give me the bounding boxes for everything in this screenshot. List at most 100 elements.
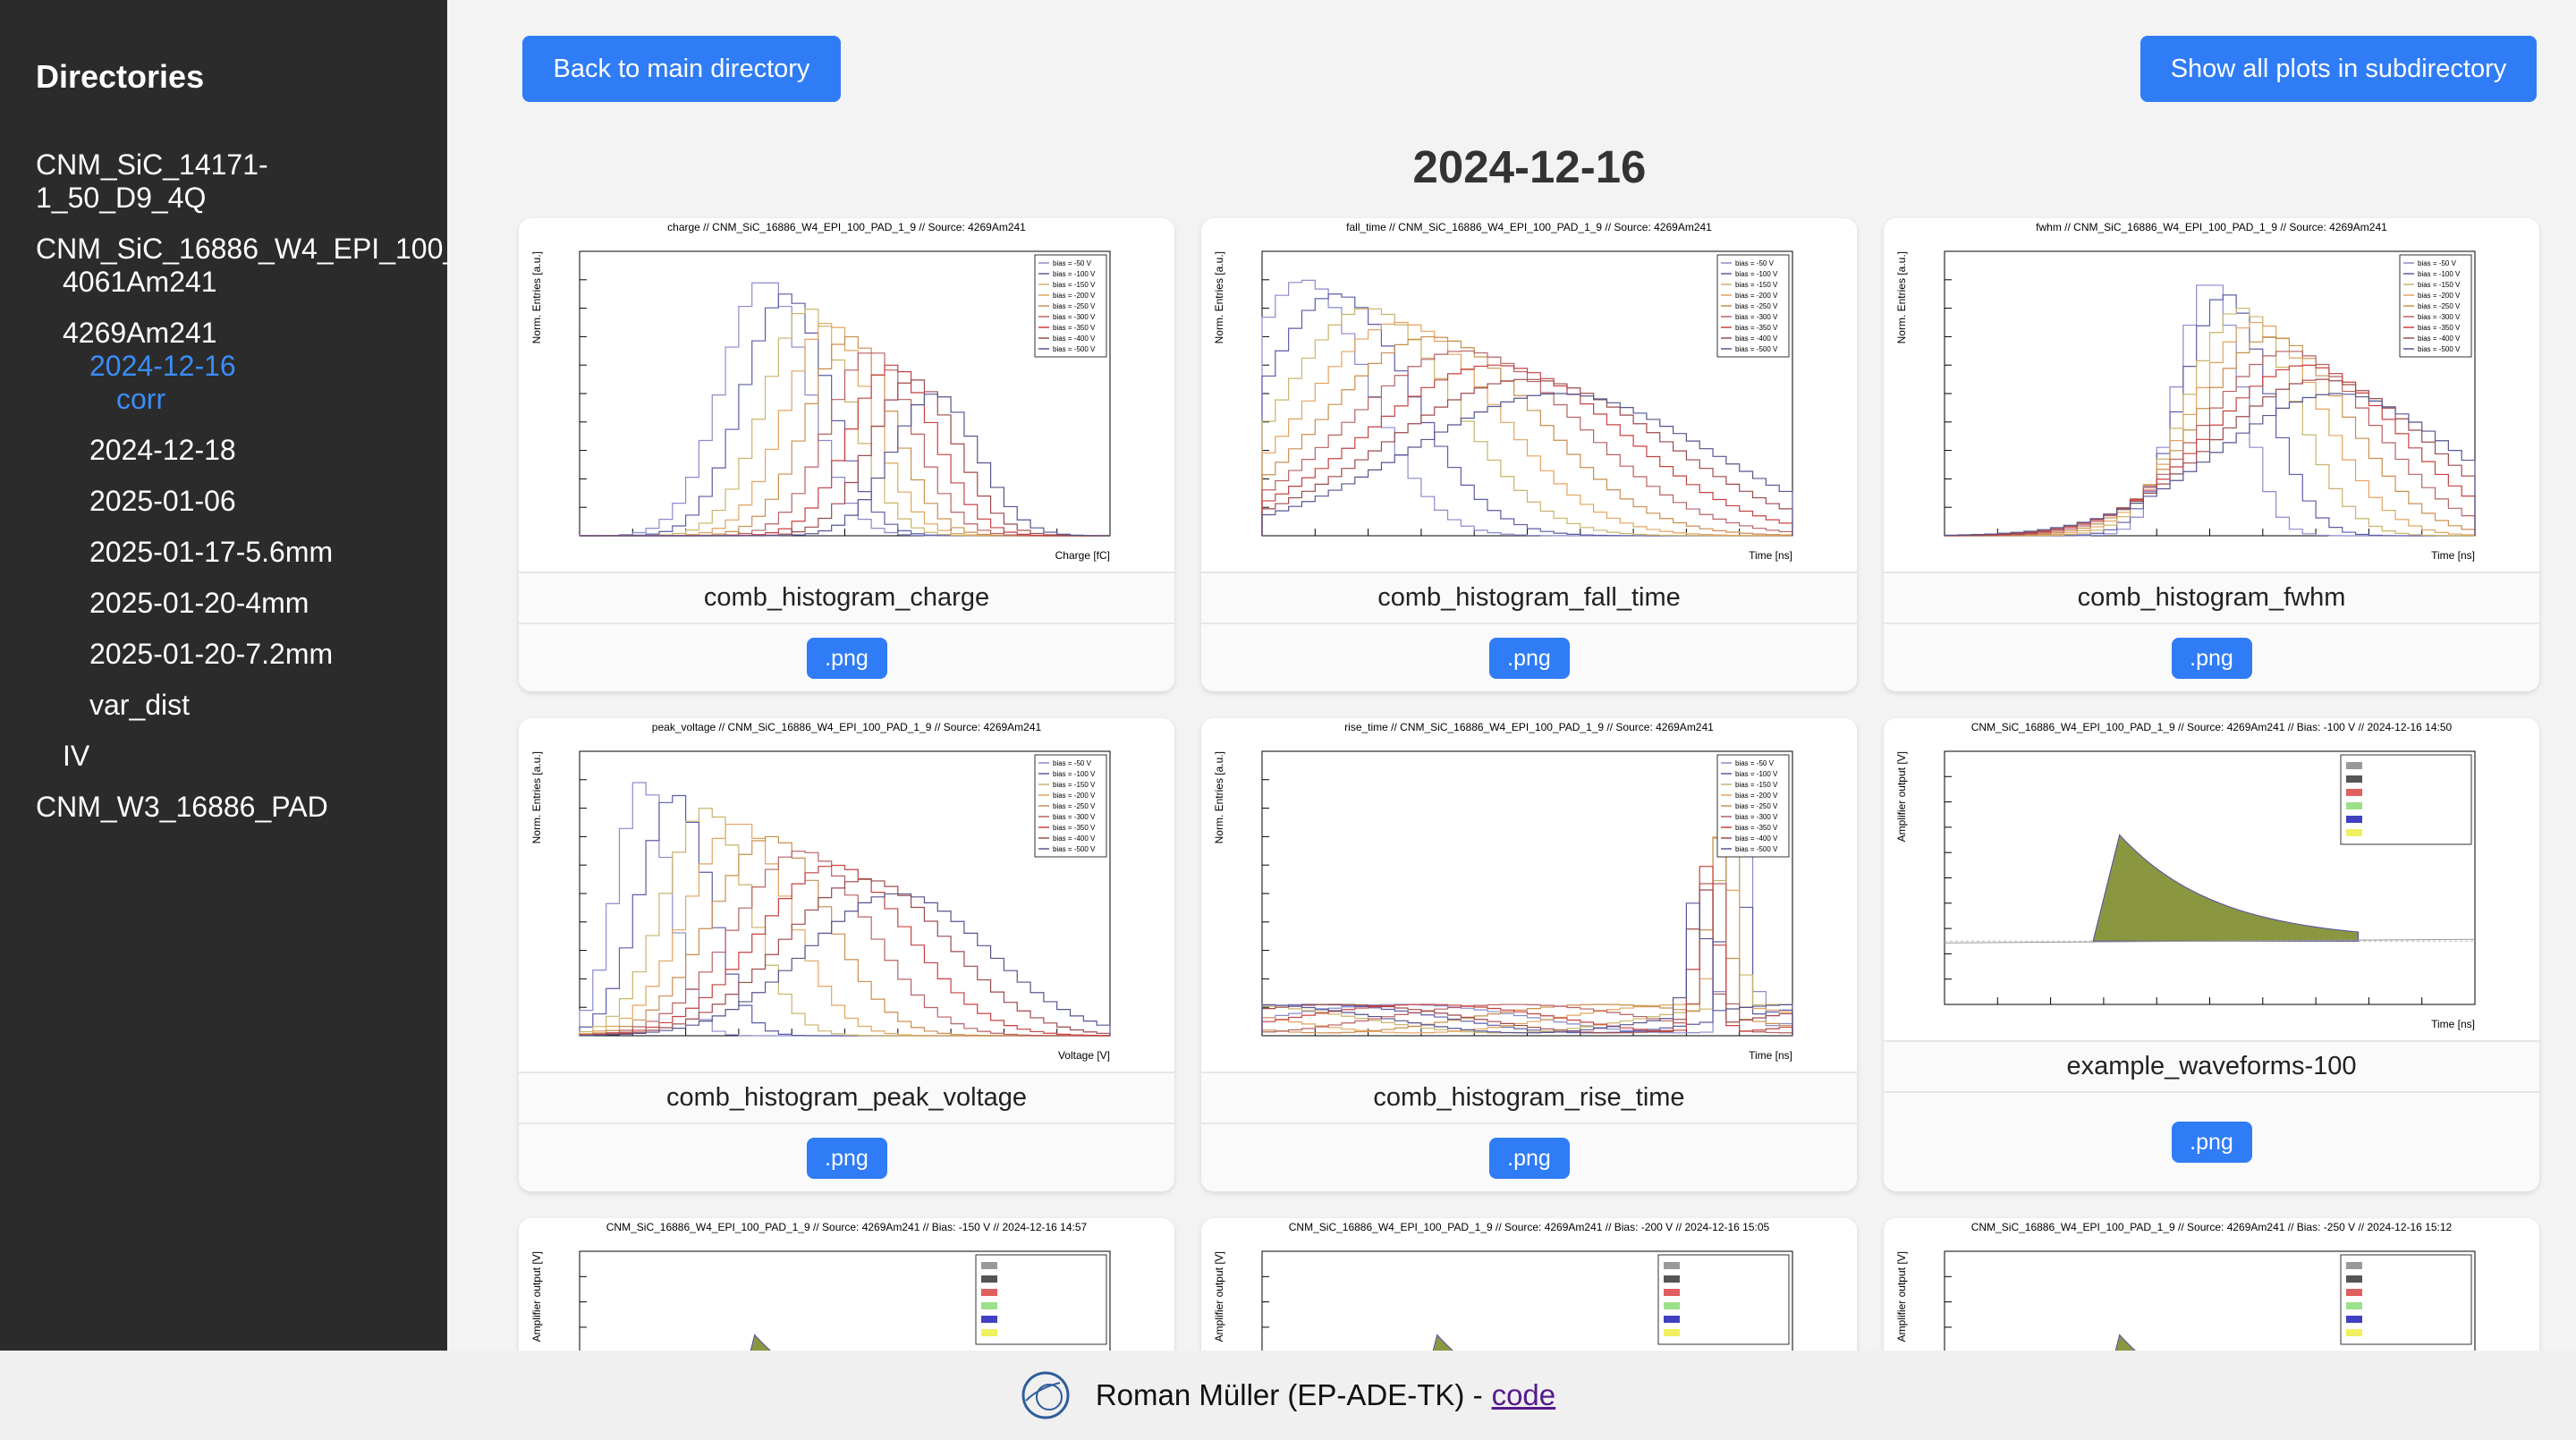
- subtree: corr: [89, 383, 447, 416]
- legend-swatch: [1664, 1262, 1680, 1269]
- png-button[interactable]: .png: [806, 1137, 887, 1179]
- plot-name: example_waveforms-100: [1884, 1040, 2539, 1093]
- legend-label: bias = -150 V: [1053, 281, 1096, 289]
- directory-link[interactable]: 4061Am241: [63, 266, 217, 298]
- legend-label: bias = -100 V: [2418, 270, 2461, 278]
- directory-link[interactable]: 2025-01-06: [89, 485, 236, 517]
- plot-title: rise_time // CNM_SiC_16886_W4_EPI_100_PA…: [1344, 721, 1714, 733]
- tree-node: var_dist: [89, 689, 447, 722]
- y-axis-label: Norm. Entries [a.u.]: [1895, 251, 1908, 343]
- directory-link[interactable]: 2024-12-18: [89, 434, 236, 466]
- plot-frame: [579, 1250, 1111, 1351]
- legend-label: bias = -200 V: [2418, 292, 2461, 300]
- legend-box: [2340, 754, 2472, 845]
- code-link[interactable]: code: [1491, 1378, 1556, 1411]
- legend-swatch: [2346, 1275, 2362, 1283]
- plot-title: peak_voltage // CNM_SiC_16886_W4_EPI_100…: [652, 721, 1042, 733]
- plot-title: fwhm // CNM_SiC_16886_W4_EPI_100_PAD_1_9…: [2036, 221, 2387, 233]
- histogram-curve: [1261, 321, 1793, 537]
- legend-label: bias = -250 V: [1053, 302, 1096, 310]
- legend-swatch: [2346, 816, 2362, 823]
- directory-link[interactable]: 2025-01-17-5.6mm: [89, 536, 334, 568]
- png-button[interactable]: .png: [806, 637, 887, 679]
- histogram-curve: [1261, 364, 1793, 536]
- directory-link[interactable]: 2025-01-20-7.2mm: [89, 638, 334, 670]
- button-row: .png: [1884, 624, 2539, 691]
- waveform-area: [2092, 834, 2360, 942]
- histogram-curve: [1945, 308, 2476, 537]
- plot-image: CNM_SiC_16886_W4_EPI_100_PAD_1_9 // Sour…: [1884, 718, 2539, 1040]
- plot-name: comb_histogram_peak_voltage: [519, 1072, 1174, 1124]
- legend-label: bias = -400 V: [1735, 834, 1778, 843]
- tree-node: 2025-01-06: [89, 485, 447, 518]
- legend-label: bias = -50 V: [1735, 259, 1775, 267]
- histogram-curve: [1261, 902, 1793, 1036]
- back-button[interactable]: Back to main directory: [522, 36, 841, 102]
- legend-swatch: [981, 1262, 997, 1269]
- waveform-line: [1944, 938, 2476, 944]
- plot-card: CNM_SiC_16886_W4_EPI_100_PAD_1_9 // Sour…: [1201, 1218, 1857, 1351]
- legend-box: [975, 1254, 1107, 1345]
- plot-name: comb_histogram_rise_time: [1201, 1072, 1857, 1124]
- tree-node: 4269Am241 2024-12-16 corr 2024-12-18 2025-01…: [63, 317, 447, 722]
- legend-swatch: [981, 1275, 997, 1283]
- tree-node: corr: [116, 383, 447, 416]
- y-axis-label: Norm. Entries [a.u.]: [1213, 751, 1225, 843]
- directory-link[interactable]: 2025-01-20-4mm: [89, 587, 309, 619]
- histogram-curve: [1261, 393, 1793, 536]
- button-row: .png: [1884, 1093, 2539, 1191]
- png-button[interactable]: .png: [2171, 637, 2252, 679]
- y-axis-label: Amplifier output [V]: [1213, 1251, 1225, 1342]
- directory-link[interactable]: 2024-12-16: [89, 350, 236, 382]
- legend-box: [1657, 1254, 1790, 1345]
- directory-link[interactable]: CNM_SiC_16886_W4_EPI_100_: [36, 233, 447, 265]
- directory-link[interactable]: CNM_SiC_14171-1_50_D9_4Q: [36, 148, 268, 214]
- legend-label: bias = -150 V: [1735, 281, 1778, 289]
- legend-swatch: [2346, 775, 2362, 783]
- plot-title: CNM_SiC_16886_W4_EPI_100_PAD_1_9 // Sour…: [1971, 721, 2453, 733]
- subtree: 4061Am241 4269Am241 2024-12-16 corr 2024-12-…: [36, 266, 447, 773]
- legend-label: bias = -250 V: [1053, 802, 1096, 810]
- subtree: 2024-12-16 corr 2024-12-18 2025-01-06 2025-0…: [63, 350, 447, 722]
- directory-link[interactable]: var_dist: [89, 689, 191, 721]
- histogram-curve: [1944, 378, 2476, 537]
- plot-title: CNM_SiC_16886_W4_EPI_100_PAD_1_9 // Sour…: [1971, 1221, 2453, 1233]
- tree-node: 2025-01-20-7.2mm: [89, 638, 447, 671]
- main-content: Back to main directory Show all plots in…: [447, 0, 2576, 1351]
- plot-image: fall_time // CNM_SiC_16886_W4_EPI_100_PA…: [1201, 218, 1857, 572]
- histogram-curve: [1261, 795, 1793, 1036]
- legend-label: bias = -500 V: [1735, 345, 1778, 353]
- legend-label: bias = -300 V: [1735, 313, 1778, 321]
- histogram-curve: [1944, 336, 2476, 537]
- directory-link[interactable]: CNM_W3_16886_PAD: [36, 791, 328, 823]
- legend-swatch: [2346, 1262, 2362, 1269]
- button-row: .png: [1201, 1124, 1857, 1191]
- histogram-curve: [580, 394, 1111, 537]
- legend-label: bias = -200 V: [1053, 292, 1096, 300]
- tree-node: 2025-01-17-5.6mm: [89, 536, 447, 569]
- histogram-curve: [1261, 823, 1793, 1036]
- png-button[interactable]: .png: [2171, 1122, 2252, 1163]
- show-all-button[interactable]: Show all plots in subdirectory: [2140, 36, 2537, 102]
- legend-swatch: [2346, 762, 2362, 769]
- histogram-curve: [1261, 378, 1793, 536]
- y-axis-label: Norm. Entries [a.u.]: [1213, 251, 1225, 343]
- directory-link[interactable]: corr: [116, 383, 166, 415]
- waveform-area: [2114, 1334, 2136, 1351]
- x-axis-label: Time [ns]: [1749, 549, 1792, 562]
- histogram-curve: [1261, 824, 1793, 1036]
- directory-link[interactable]: IV: [63, 740, 90, 772]
- legend-label: bias = -150 V: [1735, 781, 1778, 789]
- directory-link[interactable]: 4269Am241: [63, 317, 217, 349]
- plot-frame: [1944, 1250, 2476, 1351]
- png-button[interactable]: .png: [1488, 1137, 1570, 1179]
- png-button[interactable]: .png: [1488, 637, 1570, 679]
- legend-label: bias = -50 V: [1735, 759, 1775, 767]
- histogram-curve: [1261, 836, 1793, 1036]
- legend-swatch: [1664, 1289, 1680, 1296]
- plot-image: fwhm // CNM_SiC_16886_W4_EPI_100_PAD_1_9…: [1884, 218, 2539, 572]
- x-axis-label: Time [ns]: [1749, 1049, 1792, 1062]
- histogram-curve: [1944, 364, 2476, 537]
